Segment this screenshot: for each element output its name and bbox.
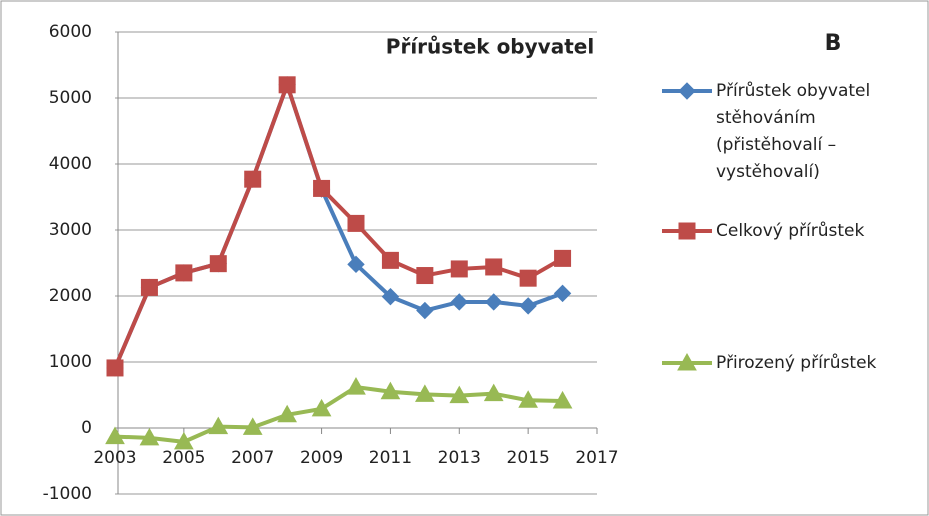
marker [347, 255, 365, 274]
y-tick-label: 3000 [49, 220, 92, 240]
x-tick-label: 2007 [231, 448, 274, 468]
marker [519, 269, 537, 287]
x-tick-label: 2005 [162, 448, 205, 468]
marker [208, 416, 229, 435]
legend-label: Přirozený přírůstek [716, 353, 877, 373]
marker [518, 390, 538, 408]
marker [209, 255, 227, 273]
legend-marker [677, 352, 697, 371]
x-tick-label: 2015 [507, 448, 550, 468]
annotation: B [825, 31, 842, 56]
y-tick-label: 1000 [49, 352, 92, 372]
marker [449, 385, 470, 404]
y-tick-label: 5000 [49, 88, 92, 108]
x-tick-label: 2011 [369, 448, 412, 468]
marker [346, 377, 366, 395]
marker [381, 251, 399, 269]
x-tick-label: 2017 [575, 448, 618, 468]
marker [381, 287, 400, 306]
marker [313, 179, 331, 197]
marker [552, 390, 573, 409]
marker [278, 76, 296, 94]
y-tick-label: 2000 [49, 286, 92, 306]
marker [450, 260, 468, 278]
legend-marker [678, 222, 696, 240]
marker [485, 293, 503, 311]
marker [242, 417, 263, 435]
marker [105, 426, 125, 445]
marker [416, 301, 434, 320]
marker [174, 431, 194, 450]
marker [347, 214, 365, 232]
legend-marker [678, 82, 696, 100]
marker [519, 297, 537, 315]
y-tick-label: 6000 [49, 22, 92, 42]
x-tick-label: 2013 [438, 448, 481, 468]
x-tick-label: 2009 [300, 448, 343, 468]
marker [175, 264, 193, 282]
marker [106, 359, 124, 377]
x-tick-label: 2003 [93, 448, 136, 468]
marker [244, 170, 262, 188]
marker [483, 383, 504, 402]
chart-title: Přírůstek obyvatel [386, 35, 594, 59]
y-tick-label: -1000 [43, 484, 92, 504]
marker [277, 404, 297, 423]
marker [553, 284, 572, 303]
y-tick-label: 4000 [49, 154, 92, 174]
marker [140, 278, 158, 296]
marker [311, 398, 332, 417]
legend-label: Celkový přírůstek [716, 221, 865, 241]
legend-label: Přírůstek obyvatel stěhováním (přistěhov… [716, 81, 871, 182]
y-tick-label: 0 [81, 418, 92, 438]
marker [450, 293, 468, 311]
marker [415, 384, 435, 402]
series-line [113, 82, 564, 369]
marker [554, 249, 572, 267]
marker [416, 267, 434, 285]
marker [485, 258, 503, 276]
marker [139, 427, 160, 446]
marker [380, 381, 401, 400]
